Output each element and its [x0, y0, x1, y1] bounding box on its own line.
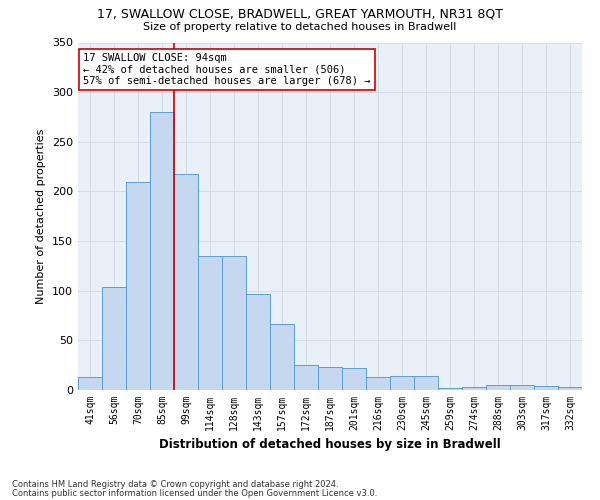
Bar — [438, 388, 462, 390]
X-axis label: Distribution of detached houses by size in Bradwell: Distribution of detached houses by size … — [159, 438, 501, 452]
Bar — [222, 256, 246, 390]
Bar — [102, 286, 126, 390]
Bar — [558, 387, 582, 390]
Bar — [390, 376, 414, 390]
Bar — [318, 367, 342, 390]
Bar — [534, 386, 558, 390]
Bar — [414, 376, 438, 390]
Bar — [486, 385, 510, 390]
Bar — [78, 377, 102, 390]
Bar — [462, 387, 486, 390]
Bar — [174, 174, 198, 390]
Bar — [198, 256, 222, 390]
Bar — [126, 182, 150, 390]
Text: Contains public sector information licensed under the Open Government Licence v3: Contains public sector information licen… — [12, 489, 377, 498]
Text: Contains HM Land Registry data © Crown copyright and database right 2024.: Contains HM Land Registry data © Crown c… — [12, 480, 338, 489]
Bar — [246, 294, 270, 390]
Bar — [270, 324, 294, 390]
Bar — [294, 365, 318, 390]
Text: Size of property relative to detached houses in Bradwell: Size of property relative to detached ho… — [143, 22, 457, 32]
Bar — [366, 377, 390, 390]
Y-axis label: Number of detached properties: Number of detached properties — [37, 128, 46, 304]
Text: 17, SWALLOW CLOSE, BRADWELL, GREAT YARMOUTH, NR31 8QT: 17, SWALLOW CLOSE, BRADWELL, GREAT YARMO… — [97, 8, 503, 20]
Bar — [342, 368, 366, 390]
Bar — [150, 112, 174, 390]
Bar — [510, 385, 534, 390]
Text: 17 SWALLOW CLOSE: 94sqm
← 42% of detached houses are smaller (506)
57% of semi-d: 17 SWALLOW CLOSE: 94sqm ← 42% of detache… — [83, 53, 371, 86]
